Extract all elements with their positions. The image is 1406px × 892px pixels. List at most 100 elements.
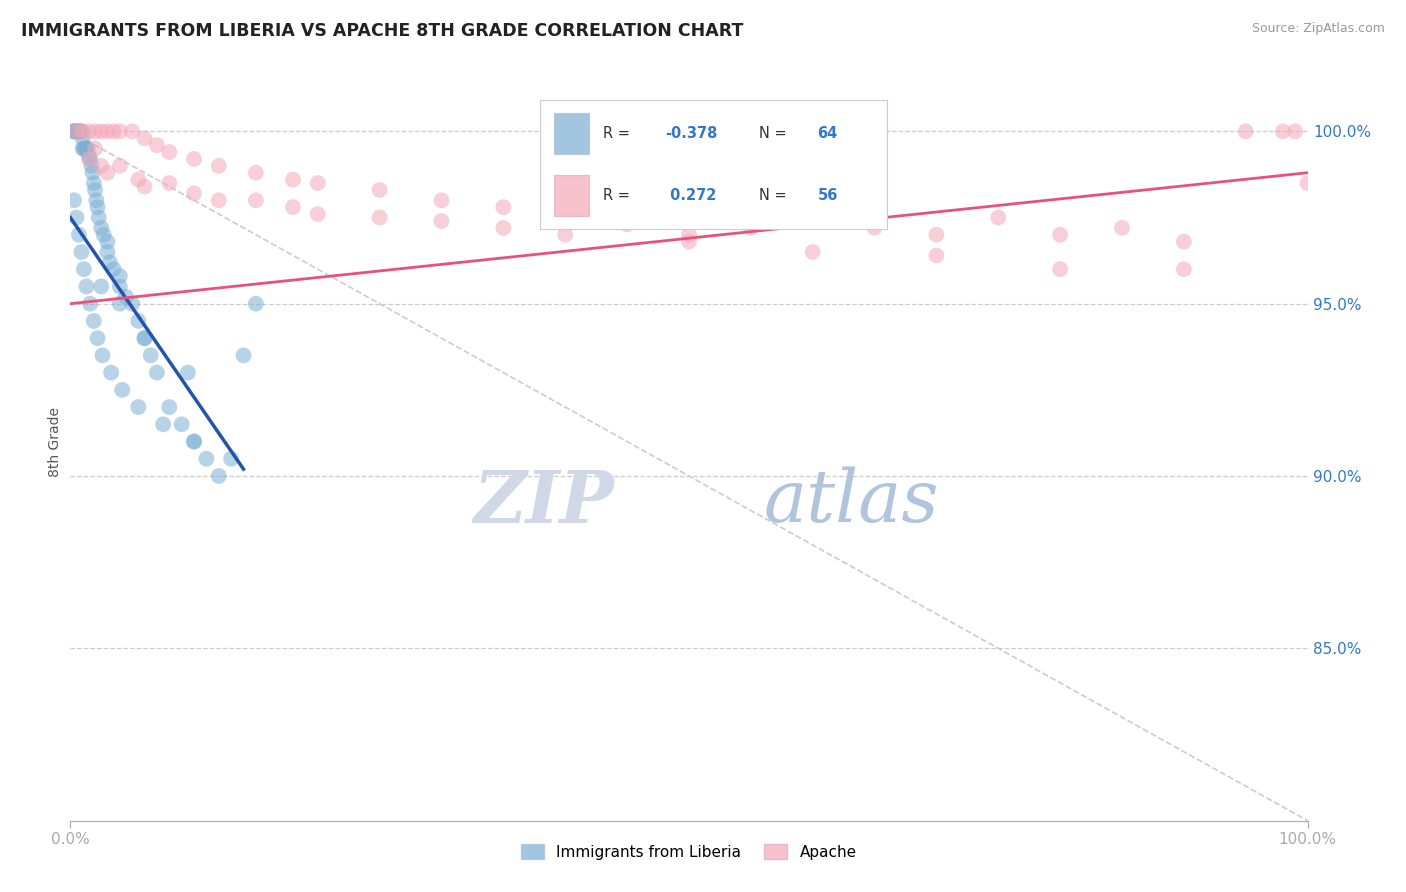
Point — [801, 244, 824, 259]
Point — [281, 172, 304, 186]
Point — [91, 348, 114, 362]
Point — [90, 220, 112, 235]
Point — [134, 131, 156, 145]
Y-axis label: 8th Grade: 8th Grade — [48, 407, 62, 476]
Point — [72, 142, 94, 156]
Point — [84, 142, 107, 156]
Point — [90, 124, 112, 138]
Point — [430, 214, 453, 228]
Point — [127, 172, 149, 186]
Point — [740, 220, 762, 235]
Point — [69, 124, 91, 138]
Point — [368, 183, 391, 197]
Point — [307, 176, 329, 190]
Point — [1271, 124, 1294, 138]
Point — [863, 220, 886, 235]
Point — [82, 166, 104, 180]
Point — [281, 200, 304, 214]
Point — [111, 383, 134, 397]
Legend: Immigrants from Liberia, Apache: Immigrants from Liberia, Apache — [515, 838, 863, 866]
Point — [72, 131, 94, 145]
Point — [183, 434, 205, 449]
Point — [368, 211, 391, 225]
Text: IMMIGRANTS FROM LIBERIA VS APACHE 8TH GRADE CORRELATION CHART: IMMIGRANTS FROM LIBERIA VS APACHE 8TH GR… — [21, 22, 744, 40]
Point — [1049, 227, 1071, 242]
Point — [108, 296, 131, 310]
Point — [554, 211, 576, 225]
Point — [925, 227, 948, 242]
Point — [492, 220, 515, 235]
Point — [103, 262, 125, 277]
Point — [678, 227, 700, 242]
Point — [157, 176, 180, 190]
Point — [139, 348, 162, 362]
Point — [170, 417, 193, 432]
Point — [134, 331, 156, 345]
Point — [208, 159, 231, 173]
Point — [146, 138, 169, 153]
Point — [103, 124, 125, 138]
Point — [115, 290, 138, 304]
Point — [86, 331, 108, 345]
Point — [67, 227, 90, 242]
Point — [152, 417, 174, 432]
Point — [219, 451, 242, 466]
Point — [987, 211, 1010, 225]
Point — [307, 207, 329, 221]
Point — [96, 244, 118, 259]
Point — [245, 296, 267, 310]
Point — [157, 145, 180, 159]
Point — [65, 124, 87, 138]
Point — [801, 214, 824, 228]
Point — [84, 194, 107, 208]
Point — [146, 366, 169, 380]
Point — [208, 469, 231, 483]
Point — [1173, 235, 1195, 249]
Point — [1173, 262, 1195, 277]
Point — [65, 124, 87, 138]
Point — [73, 262, 96, 277]
Text: Source: ZipAtlas.com: Source: ZipAtlas.com — [1251, 22, 1385, 36]
Point — [554, 227, 576, 242]
Point — [90, 279, 112, 293]
Text: atlas: atlas — [763, 467, 939, 538]
Point — [121, 124, 143, 138]
Point — [177, 366, 200, 380]
Point — [1111, 220, 1133, 235]
Point — [83, 176, 105, 190]
Point — [67, 124, 90, 138]
Point — [66, 124, 89, 138]
Point — [84, 183, 107, 197]
Point — [183, 434, 205, 449]
Point — [195, 451, 218, 466]
Point — [65, 211, 87, 225]
Point — [86, 200, 108, 214]
Point — [70, 244, 93, 259]
Point — [108, 124, 131, 138]
Point — [678, 235, 700, 249]
Point — [87, 211, 110, 225]
Point — [90, 159, 112, 173]
Point — [127, 400, 149, 414]
Point — [62, 124, 84, 138]
Point — [70, 124, 93, 138]
Point — [208, 194, 231, 208]
Point — [925, 248, 948, 262]
Point — [100, 366, 122, 380]
Point — [1234, 124, 1257, 138]
Point — [75, 279, 97, 293]
Point — [430, 194, 453, 208]
Point — [84, 124, 107, 138]
Point — [183, 152, 205, 166]
Point — [616, 218, 638, 232]
Point — [80, 159, 103, 173]
Text: ZIP: ZIP — [474, 467, 614, 538]
Point — [79, 296, 101, 310]
Point — [121, 296, 143, 310]
Point — [134, 179, 156, 194]
Point — [96, 124, 118, 138]
Point — [1284, 124, 1306, 138]
Point — [96, 235, 118, 249]
Point — [98, 255, 121, 269]
Point — [73, 142, 96, 156]
